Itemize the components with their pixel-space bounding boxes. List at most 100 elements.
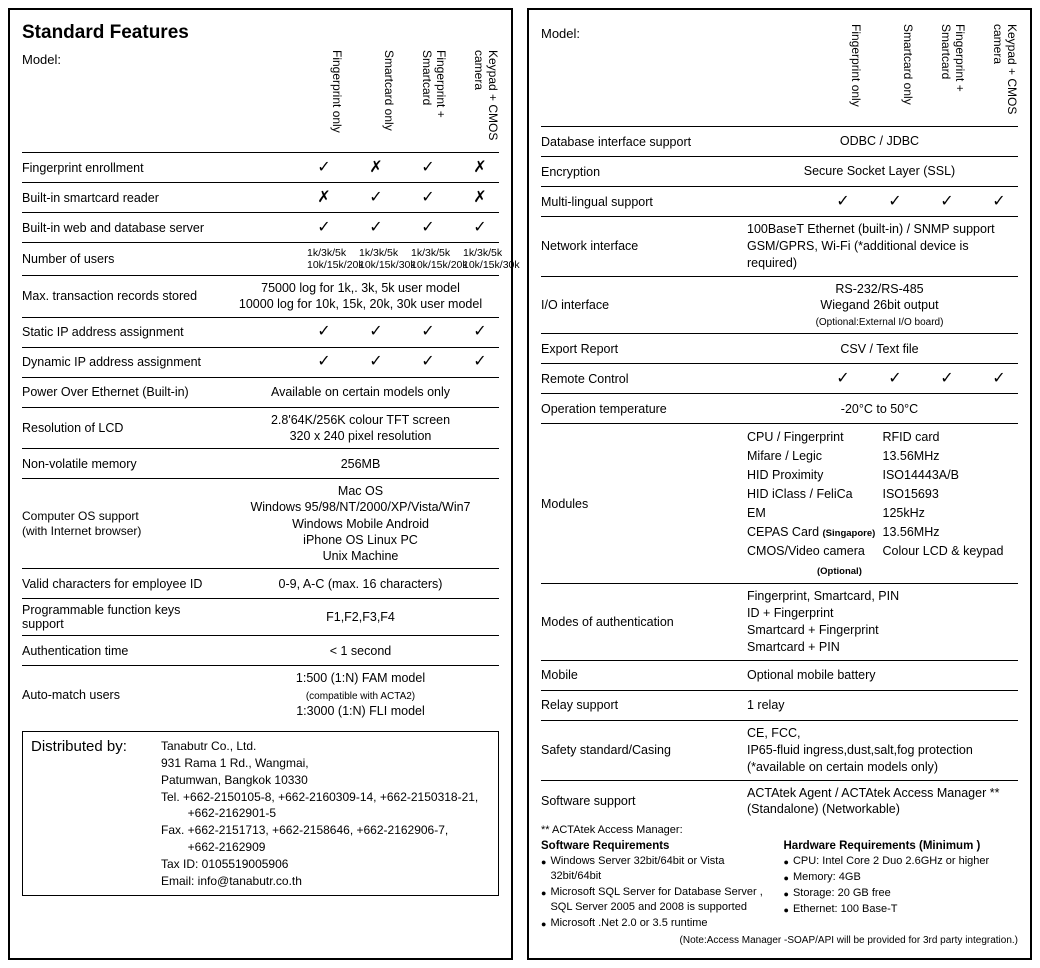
check-icon: ✓ <box>307 354 341 370</box>
spec-row: Power Over Ethernet (Built-in)Available … <box>22 377 499 407</box>
check-icon: ✓ <box>930 371 964 387</box>
spec-row: Software supportACTAtek Agent / ACTAtek … <box>541 780 1018 823</box>
spec-row: Multi-lingual support✓✓✓✓ <box>541 186 1018 216</box>
distributor-line: +662-2162901-5 <box>161 805 478 822</box>
distributor-line: Tanabutr Co., Ltd. <box>161 738 478 755</box>
row-label: Network interface <box>541 239 741 253</box>
hardware-requirements: Hardware Requirements (Minimum ) CPU: In… <box>784 836 1019 931</box>
row-label: Remote Control <box>541 372 741 386</box>
check-icon: ✓ <box>982 194 1016 210</box>
row-value: Secure Socket Layer (SSL) <box>741 163 1018 179</box>
row-value: Mac OSWindows 95/98/NT/2000/XP/Vista/Win… <box>222 483 499 564</box>
distributor-line: Fax. +662-2151713, +662-2158646, +662-21… <box>161 822 478 839</box>
spec-sheet: Standard Features Model: Fingerprint onl… <box>8 8 1032 960</box>
foot-note: (Note:Access Manager -SOAP/API will be p… <box>541 935 1018 946</box>
requirement-item: Ethernet: 100 Base-T <box>784 902 1019 917</box>
distributor-label: Distributed by: <box>31 738 161 889</box>
check-icon: ✓ <box>411 160 445 176</box>
right-header-row: Model: Fingerprint onlySmartcard onlyFin… <box>541 18 1018 126</box>
row-label: Valid characters for employee ID <box>22 577 222 591</box>
row-value: -20°C to 50°C <box>741 401 1018 417</box>
module-item: HID iClass / FeliCa <box>747 485 883 504</box>
check-icon: ✓ <box>411 354 445 370</box>
row-value: Optional mobile battery <box>741 667 1018 684</box>
spec-row: Max. transaction records stored75000 log… <box>22 275 499 317</box>
right-panel: Model: Fingerprint onlySmartcard onlyFin… <box>527 8 1032 960</box>
right-column-headers: Fingerprint only Smartcard only Fingerprin… <box>828 24 1018 122</box>
module-item: ISO14443A/B <box>883 466 1019 485</box>
check-icon: ✓ <box>307 160 341 176</box>
column-header: Keypad + CMOS camera <box>465 50 499 148</box>
column-header: Fingerprint only <box>828 24 862 122</box>
module-item: ISO15693 <box>883 485 1019 504</box>
left-title: Standard Features <box>22 22 499 44</box>
row-label: Max. transaction records stored <box>22 289 222 303</box>
check-icon: ✓ <box>878 371 912 387</box>
distributor-line: +662-2162909 <box>161 839 478 856</box>
column-header: Keypad + CMOS camera <box>984 24 1018 122</box>
distributor-body: Tanabutr Co., Ltd.931 Rama 1 Rd., Wangma… <box>161 738 478 889</box>
row-label: Number of users <box>22 252 222 266</box>
row-label: Programmable function keys support <box>22 603 222 631</box>
module-item: RFID card <box>883 428 1019 447</box>
row-label: Mobile <box>541 668 741 682</box>
row-value: 75000 log for 1k,. 3k, 5k user model1000… <box>222 280 499 313</box>
row-label: Computer OS support(with Internet browse… <box>22 509 222 539</box>
row-value: ACTAtek Agent / ACTAtek Access Manager *… <box>741 785 1018 819</box>
module-item: 13.56MHz <box>883 447 1019 466</box>
check-icon: ✓ <box>359 220 393 236</box>
row-label: Modules <box>541 497 741 511</box>
spec-row: Auto-match users1:500 (1:N) FAM model(co… <box>22 665 499 723</box>
spec-row: Database interface supportODBC / JDBC <box>541 126 1018 156</box>
check-icon: ✓ <box>463 220 497 236</box>
cell-text: 1k/3k/5k10k/15k/20k <box>307 247 341 271</box>
distributor-line: Patumwan, Bangkok 10330 <box>161 772 478 789</box>
row-value: RS-232/RS-485Wiegand 26bit output(Option… <box>741 281 1018 330</box>
spec-row: I/O interfaceRS-232/RS-485Wiegand 26bit … <box>541 276 1018 334</box>
check-icon: ✓ <box>411 220 445 236</box>
row-value: ODBC / JDBC <box>741 133 1018 149</box>
row-value: 1:500 (1:N) FAM model(compatible with AC… <box>222 670 499 719</box>
spec-row: Built-in web and database server✓✓✓✓ <box>22 212 499 242</box>
access-manager-note: ** ACTAtek Access Manager: <box>541 824 1018 836</box>
distributor-line: 931 Rama 1 Rd., Wangmai, <box>161 755 478 772</box>
row-value: 0-9, A-C (max. 16 characters) <box>222 576 499 592</box>
row-value: CSV / Text file <box>741 341 1018 357</box>
distributor-line: Tel. +662-2150105-8, +662-2160309-14, +6… <box>161 789 478 806</box>
cross-icon: ✗ <box>463 190 497 206</box>
spec-row: Relay support1 relay <box>541 690 1018 720</box>
left-rows: Fingerprint enrollment✓✗✓✗Built-in smart… <box>22 152 499 723</box>
check-icon: ✓ <box>878 194 912 210</box>
column-header: Smartcard only <box>880 24 914 122</box>
check-icon: ✓ <box>359 324 393 340</box>
requirement-item: Memory: 4GB <box>784 870 1019 885</box>
module-item: 13.56MHz <box>883 523 1019 542</box>
check-icon: ✓ <box>982 371 1016 387</box>
row-value: 100BaseT Ethernet (built-in) / SNMP supp… <box>741 221 1018 272</box>
check-icon: ✓ <box>826 194 860 210</box>
cell-text: 1k/3k/5k10k/15k/30k <box>359 247 393 271</box>
row-label: Static IP address assignment <box>22 325 222 339</box>
spec-row: Network interface100BaseT Ethernet (buil… <box>541 216 1018 276</box>
module-item: 125kHz <box>883 504 1019 523</box>
module-item: CMOS/Video camera <box>747 542 883 561</box>
software-requirements: Software Requirements Windows Server 32b… <box>541 836 776 931</box>
row-label: Modes of authentication <box>541 615 741 629</box>
spec-row: Static IP address assignment✓✓✓✓ <box>22 317 499 347</box>
left-model-label: Model: <box>22 50 222 67</box>
module-item: Mifare / Legic <box>747 447 883 466</box>
spec-row: Built-in smartcard reader✗✓✓✗ <box>22 182 499 212</box>
row-value: < 1 second <box>222 643 499 659</box>
spec-row: Fingerprint enrollment✓✗✓✗ <box>22 152 499 182</box>
row-label: Software support <box>541 794 741 808</box>
module-item: CPU / Fingerprint <box>747 428 883 447</box>
spec-row: Programmable function keys supportF1,F2,… <box>22 598 499 635</box>
column-header: Fingerprint + Smartcard <box>932 24 966 122</box>
row-label: Auto-match users <box>22 688 222 702</box>
column-header: Fingerprint only <box>309 50 343 148</box>
cross-icon: ✗ <box>307 190 341 206</box>
row-label: Encryption <box>541 165 741 179</box>
row-label: Database interface support <box>541 135 741 149</box>
distributor-box: Distributed by: Tanabutr Co., Ltd.931 Ra… <box>22 731 499 896</box>
row-value: CE, FCC,IP65-fluid ingress,dust,salt,fog… <box>741 725 1018 776</box>
